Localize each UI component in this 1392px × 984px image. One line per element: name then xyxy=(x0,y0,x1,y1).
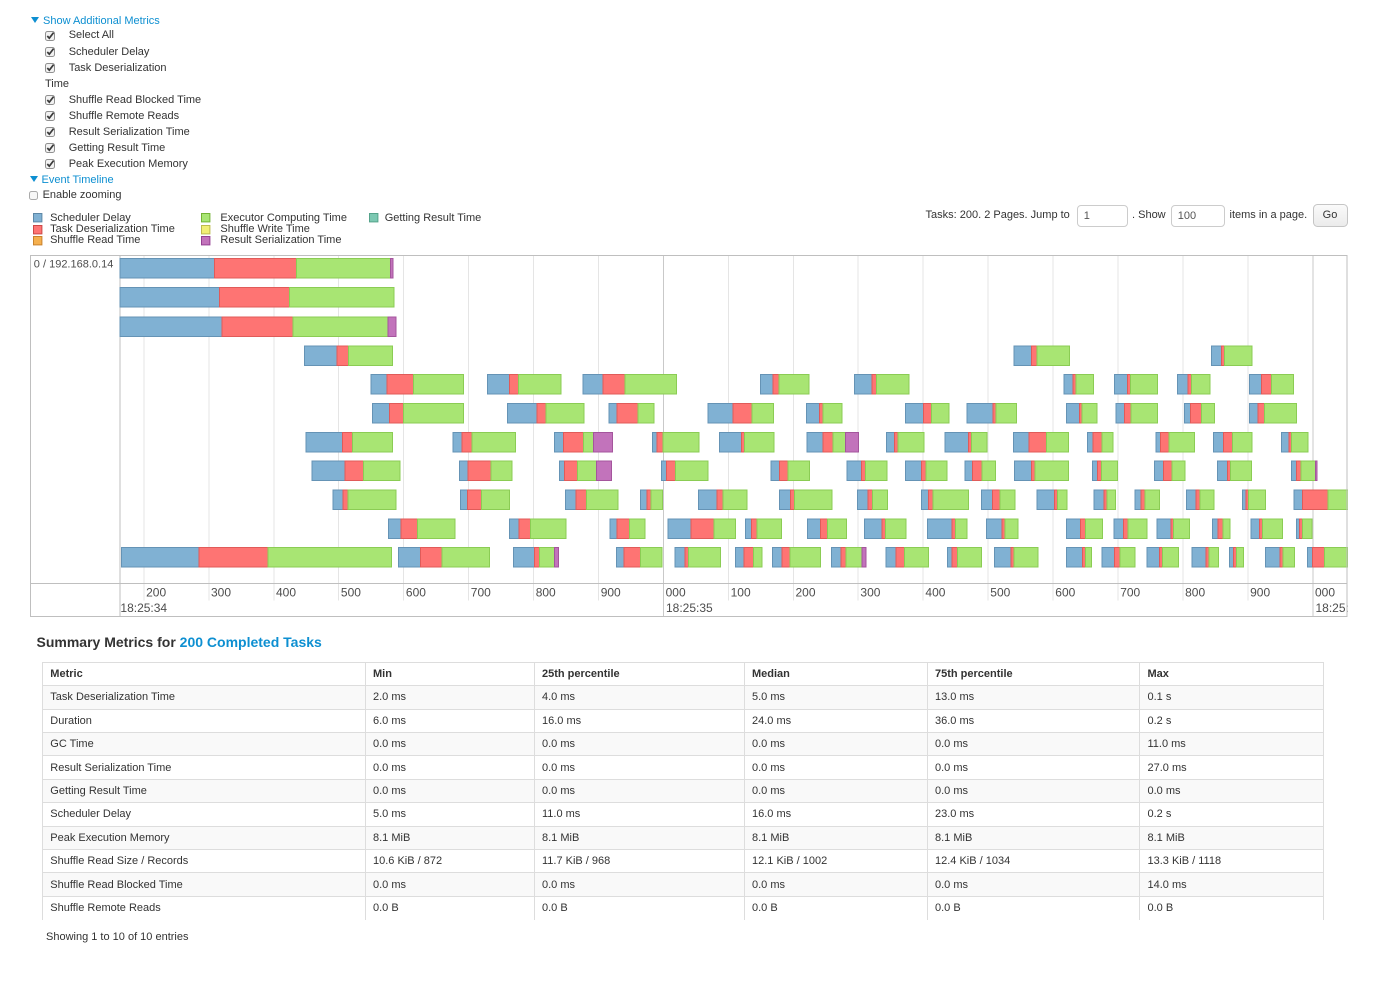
svg-text:200: 200 xyxy=(146,586,166,600)
svg-text:18:25:36: 18:25:36 xyxy=(1315,601,1348,615)
svg-text:000: 000 xyxy=(1315,586,1335,600)
svg-text:500: 500 xyxy=(990,586,1010,600)
svg-text:400: 400 xyxy=(276,586,296,600)
svg-text:18:25:35: 18:25:35 xyxy=(666,601,713,615)
svg-text:600: 600 xyxy=(1055,586,1075,600)
svg-text:400: 400 xyxy=(925,586,945,600)
svg-text:500: 500 xyxy=(340,586,360,600)
svg-text:900: 900 xyxy=(600,586,620,600)
svg-text:300: 300 xyxy=(860,586,880,600)
svg-text:700: 700 xyxy=(470,586,490,600)
svg-text:100: 100 xyxy=(730,586,750,600)
svg-text:0 / 192.168.0.14: 0 / 192.168.0.14 xyxy=(33,259,113,271)
svg-text:18:25:34: 18:25:34 xyxy=(120,601,167,615)
svg-text:700: 700 xyxy=(1120,586,1140,600)
svg-text:600: 600 xyxy=(405,586,425,600)
svg-text:000: 000 xyxy=(665,586,685,600)
svg-text:800: 800 xyxy=(1185,586,1205,600)
svg-text:800: 800 xyxy=(535,586,555,600)
svg-text:900: 900 xyxy=(1250,586,1270,600)
svg-text:200: 200 xyxy=(795,586,815,600)
svg-text:300: 300 xyxy=(211,586,231,600)
